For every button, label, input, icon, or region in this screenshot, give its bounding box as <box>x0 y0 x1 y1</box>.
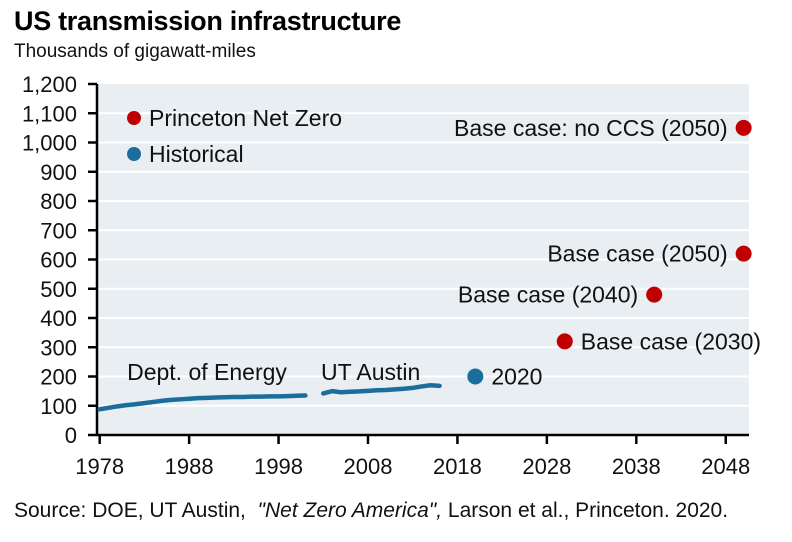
legend-label-historical: Historical <box>149 140 244 167</box>
legend-item-historical: Historical <box>127 136 342 172</box>
point-label: Base case (2030) <box>581 328 761 354</box>
y-tick-label: 900 <box>40 160 77 185</box>
x-tick-label: 2048 <box>701 454 750 479</box>
y-tick-label: 600 <box>40 248 77 273</box>
legend-dot-red-icon <box>127 111 141 125</box>
chart-subtitle: Thousands of gigawatt-miles <box>14 41 256 62</box>
point-label: Base case (2040) <box>458 282 638 308</box>
x-tick-label: 2038 <box>612 454 661 479</box>
y-tick-label: 500 <box>40 277 77 302</box>
data-point <box>467 368 484 385</box>
y-tick-label: 1,200 <box>22 72 77 97</box>
line-label: UT Austin <box>321 359 420 385</box>
y-tick-label: 0 <box>65 423 77 448</box>
y-tick-label: 700 <box>40 218 77 243</box>
y-tick-label: 300 <box>40 335 77 360</box>
y-tick-label: 400 <box>40 306 77 331</box>
data-point <box>735 119 752 136</box>
chart-legend: Princeton Net Zero Historical <box>127 100 342 172</box>
point-label: 2020 <box>491 364 542 390</box>
legend-item-princeton-net-zero: Princeton Net Zero <box>127 100 342 136</box>
x-tick-label: 2028 <box>522 454 571 479</box>
source-suffix: Larson et al., Princeton. 2020. <box>442 499 729 522</box>
x-tick-label: 1978 <box>75 454 124 479</box>
x-tick-label: 2018 <box>433 454 482 479</box>
y-tick-label: 800 <box>40 189 77 214</box>
legend-dot-blue-icon <box>127 147 141 161</box>
chart-title: US transmission infrastructure <box>14 6 402 36</box>
point-label: Base case (2050) <box>547 241 727 267</box>
x-tick-label: 1988 <box>165 454 214 479</box>
source-prefix: Source: DOE, UT Austin, <box>14 499 258 522</box>
data-point <box>556 333 573 350</box>
line-label: Dept. of Energy <box>127 359 287 385</box>
data-point <box>735 245 752 262</box>
data-point <box>646 286 663 303</box>
legend-label-princeton: Princeton Net Zero <box>149 104 343 131</box>
y-tick-label: 1,000 <box>22 131 77 156</box>
x-tick-label: 2008 <box>344 454 393 479</box>
history-line <box>321 383 442 396</box>
history-line <box>97 393 308 412</box>
x-tick-label: 1998 <box>254 454 303 479</box>
y-tick-label: 100 <box>40 394 77 419</box>
point-label: Base case: no CCS (2050) <box>454 115 728 141</box>
y-tick-label: 200 <box>40 365 77 390</box>
source-note: Source: DOE, UT Austin, "Net Zero Americ… <box>14 499 784 523</box>
source-italic: "Net Zero America", <box>257 499 443 522</box>
y-tick-label: 1,100 <box>22 101 77 126</box>
